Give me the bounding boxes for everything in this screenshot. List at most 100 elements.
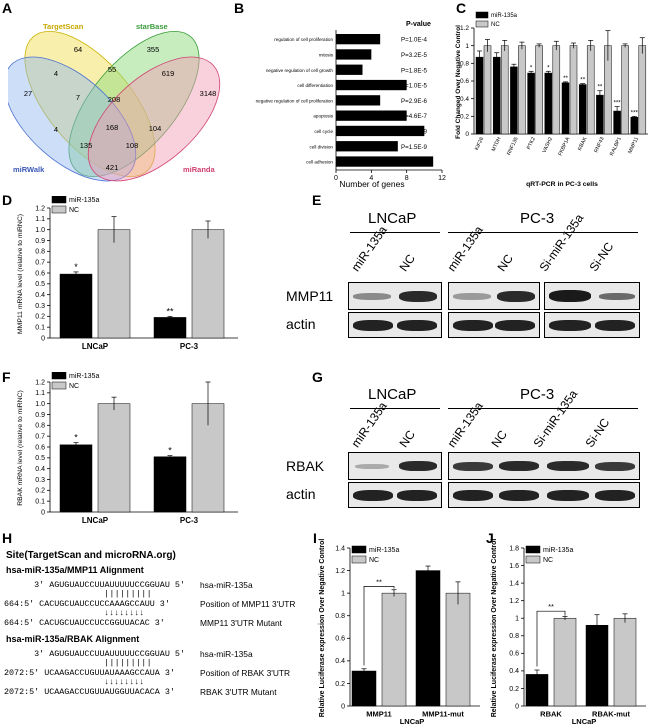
- bar: [336, 34, 381, 45]
- bar: [500, 45, 509, 135]
- legend-swatch: [525, 555, 541, 564]
- tick-label: 0.7: [35, 434, 45, 441]
- tick-label: 0.9: [35, 238, 45, 245]
- pvalue-label: P=1.0E-5: [401, 83, 428, 90]
- tick-label: 0: [341, 703, 345, 710]
- mmp11-mrna-bar-chart: 0 0.1 0.2 0.3 0.4 0.5 0.6 0.7 0.8 0.9 1.0 1.1 1.2 LNC…: [17, 196, 238, 351]
- divider: [448, 232, 638, 233]
- band: [453, 462, 493, 471]
- tick-label: 8: [405, 175, 409, 182]
- tick-label: 0.7: [35, 260, 45, 267]
- bar: [553, 617, 577, 707]
- tick-label: 1: [341, 590, 345, 597]
- bar: [578, 84, 587, 135]
- mmp11-alignment-heading: hsa-miR-135a/MMP11 Alignment: [6, 565, 144, 575]
- panel-label-d: D: [2, 192, 13, 208]
- bar: [586, 45, 595, 135]
- blot-row-label: MMP11: [286, 288, 334, 304]
- bar: [59, 273, 93, 339]
- bar: [585, 624, 609, 707]
- pvalue-label: P=1.9E-9: [401, 128, 428, 135]
- category-label: LNCaP: [82, 342, 109, 351]
- bar: [525, 674, 549, 707]
- band: [399, 291, 437, 302]
- tick-label: 0.8: [35, 249, 45, 256]
- venn-count: 208: [108, 95, 121, 104]
- bar: [621, 45, 629, 135]
- lane-label: NC: [396, 251, 418, 274]
- y-axis-label: Fold Changed Over Negative Control: [455, 25, 462, 139]
- x-axis-label: Number of genes: [339, 179, 404, 189]
- bar: [561, 82, 570, 135]
- category-label: FKBP1A: [557, 136, 571, 157]
- blot-strip: [448, 452, 640, 480]
- lane-label: NC: [488, 427, 510, 450]
- bar: [415, 570, 441, 707]
- go-term-bar-chart: P-value Number of genes regulation of ce…: [256, 21, 446, 189]
- tick-label: 0.8: [509, 633, 519, 640]
- category-label: KIF26: [474, 136, 485, 151]
- category-label: RNF43: [593, 136, 605, 154]
- tick-label: 1.2: [35, 379, 45, 386]
- legend-label: miR-135a: [69, 197, 99, 204]
- blot-strip: [348, 312, 442, 338]
- pvalue-label: P=3.2E-5: [401, 52, 428, 59]
- bar: [596, 94, 604, 135]
- alignment-title: Site(TargetScan and microRNA.org): [6, 550, 176, 561]
- category-label: PC-3: [180, 516, 199, 525]
- bar: [59, 444, 93, 513]
- bar: [510, 66, 518, 135]
- blot-strip: [448, 312, 540, 338]
- tick-label: 0.8: [335, 613, 345, 620]
- pairing-marks: |||||||||: [104, 658, 152, 668]
- bar: [191, 229, 225, 339]
- category-label: cell differentiation: [297, 83, 333, 88]
- band: [499, 490, 539, 501]
- significance-bracket: [363, 586, 395, 666]
- pairing-marks: |||||||||: [104, 589, 152, 599]
- tick-label: 0: [515, 703, 519, 710]
- tick-label: 1.4: [335, 545, 345, 552]
- venn-diagram: TargetScan starBase miRWalk miRanda 64 3…: [8, 22, 221, 182]
- tick-label: 0.8: [460, 61, 469, 68]
- tick-label: 0.2: [460, 114, 469, 121]
- tick-label: 1.8: [509, 545, 519, 552]
- venn-count: 104: [149, 124, 162, 133]
- tick-label: 0.6: [35, 444, 45, 451]
- legend-swatch: [475, 11, 489, 19]
- category-label: PTK2: [526, 136, 537, 150]
- legend-label: NC: [69, 383, 79, 390]
- significance-mark: **: [580, 77, 585, 84]
- tick-label: 0.4: [35, 292, 45, 299]
- tick-label: 0.2: [35, 314, 45, 321]
- tick-label: 0: [465, 131, 469, 138]
- tick-label: 0.4: [35, 466, 45, 473]
- bar: [336, 110, 407, 121]
- category-label: RALBP1: [609, 136, 623, 157]
- venn-count: 355: [147, 45, 160, 54]
- band: [399, 461, 437, 471]
- bar: [638, 45, 647, 135]
- pvalue-header: P-value: [406, 21, 431, 28]
- mutation-arrows: ↓↓↓↓↓↓↓↓: [104, 608, 145, 618]
- bar: [336, 156, 434, 167]
- significance-mark: *: [530, 64, 533, 71]
- tick-label: 1.6: [509, 563, 519, 570]
- category-label: PC-3: [180, 342, 199, 351]
- category-label: MMP11-mut: [422, 710, 464, 719]
- band: [549, 320, 591, 331]
- pvalue-label: P=1.0E-4: [401, 37, 428, 44]
- x-axis-label: LNCaP: [572, 717, 597, 726]
- band: [599, 293, 635, 300]
- sequence-description: Position of RBAK 3'UTR: [200, 668, 291, 678]
- panel-label-c: C: [456, 0, 467, 16]
- significance-mark: *: [547, 64, 550, 71]
- western-blot-rbak: LNCaP PC-3 miR-135a NC miR-135a NC Si-mi…: [286, 372, 650, 532]
- tick-label: 1.0: [35, 401, 45, 408]
- category-label: mitosis: [319, 52, 334, 57]
- blot-strip: [348, 482, 442, 508]
- significance-mark: *: [74, 262, 78, 272]
- blot-row-label: actin: [286, 316, 316, 332]
- significance-mark: **: [376, 577, 382, 586]
- category-label: RNF135: [506, 136, 520, 156]
